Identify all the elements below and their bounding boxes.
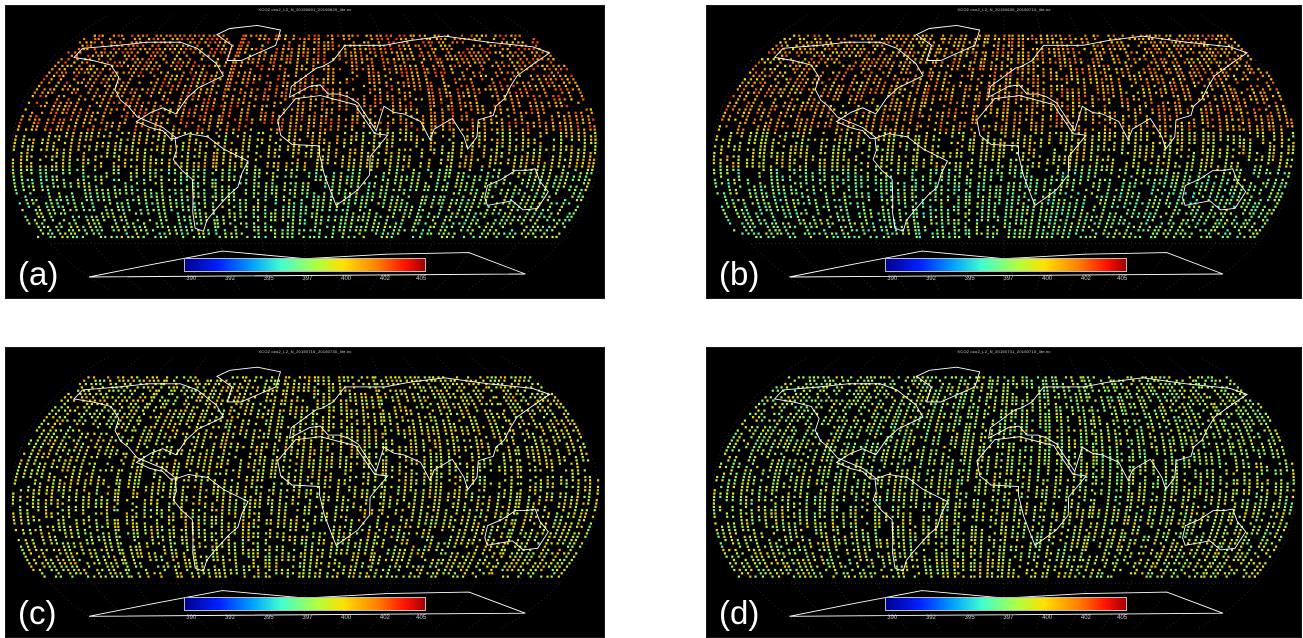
xco2-swaths [712, 376, 1295, 578]
robinson-map [712, 356, 1296, 629]
colorbar-tick: 400 [341, 276, 352, 282]
panel-label: (d) [719, 594, 760, 631]
colorbar-tick: 390 [887, 615, 898, 621]
colorbar-ticks: 390 392 395 397 400 402 405 [885, 276, 1127, 286]
coastlines [773, 366, 1249, 617]
colorbar-tick: 405 [416, 615, 427, 621]
robinson-map [11, 356, 600, 629]
panel-title: XCO2 oco2_L2_N_20150731_20150715_lite.nc [957, 349, 1051, 354]
colorbar-tick: 390 [186, 276, 197, 282]
colorbar [885, 258, 1127, 272]
colorbar-tick: 395 [964, 615, 975, 621]
colorbar-tick: 390 [887, 276, 898, 282]
panel-label: (a) [18, 255, 59, 292]
colorbar-ticks: 390 392 395 397 400 402 405 [184, 615, 426, 625]
colorbar-tick: 405 [416, 276, 427, 282]
colorbar-tick: 392 [224, 276, 235, 282]
map-panel-c: XCO2 oco2_L2_N_20150716_20150730_lite.nc… [5, 347, 605, 638]
coastlines [773, 24, 1249, 278]
colorbar-tick: 400 [341, 615, 352, 621]
map-panel-a: XCO2 oco2_L2_N_20150601_20150629_lite.nc… [5, 5, 605, 299]
xco2-swaths [11, 376, 600, 578]
colorbar-tick: 397 [302, 276, 313, 282]
colorbar-tick: 397 [302, 615, 313, 621]
colorbar-tick: 392 [925, 615, 936, 621]
colorbar-tick: 397 [1003, 276, 1014, 282]
map-panel-d: XCO2 oco2_L2_N_20150731_20150715_lite.nc… [706, 347, 1302, 638]
robinson-map [11, 14, 599, 290]
colorbar [184, 597, 426, 611]
colorbar-tick: 397 [1003, 615, 1014, 621]
colorbar-tick: 400 [1042, 615, 1053, 621]
colorbar-tick: 402 [1080, 276, 1091, 282]
colorbar-tick: 402 [379, 615, 390, 621]
colorbar-tick: 395 [964, 276, 975, 282]
coastlines [73, 366, 551, 617]
graticule [712, 14, 1296, 290]
colorbar-tick: 402 [1080, 615, 1091, 621]
panel-label: (b) [719, 255, 760, 292]
colorbar-tick: 405 [1117, 615, 1128, 621]
colorbar-tick: 392 [224, 615, 235, 621]
graticule [712, 356, 1296, 629]
colorbar [184, 258, 426, 272]
colorbar-tick: 400 [1042, 276, 1053, 282]
panel-title: XCO2 oco2_L2_N_20150630_20150714_lite.nc [957, 7, 1051, 12]
colorbar-tick: 395 [263, 276, 274, 282]
xco2-swaths [11, 34, 597, 239]
colorbar-ticks: 390 392 395 397 400 402 405 [184, 276, 426, 286]
colorbar-tick: 395 [263, 615, 274, 621]
panel-title: XCO2 oco2_L2_N_20150716_20150730_lite.nc [258, 349, 352, 354]
graticule [11, 356, 599, 629]
colorbar [885, 597, 1127, 611]
colorbar-tick: 390 [186, 615, 197, 621]
colorbar-tick: 402 [379, 276, 390, 282]
panel-label: (c) [18, 594, 57, 631]
colorbar-tick: 392 [925, 276, 936, 282]
panel-title: XCO2 oco2_L2_N_20150601_20150629_lite.nc [258, 7, 352, 12]
xco2-swaths [712, 34, 1295, 239]
coastlines [73, 24, 551, 278]
colorbar-tick: 405 [1117, 276, 1128, 282]
robinson-map [712, 14, 1296, 290]
colorbar-ticks: 390 392 395 397 400 402 405 [885, 615, 1127, 625]
map-panel-b: XCO2 oco2_L2_N_20150630_20150714_lite.nc… [706, 5, 1302, 299]
